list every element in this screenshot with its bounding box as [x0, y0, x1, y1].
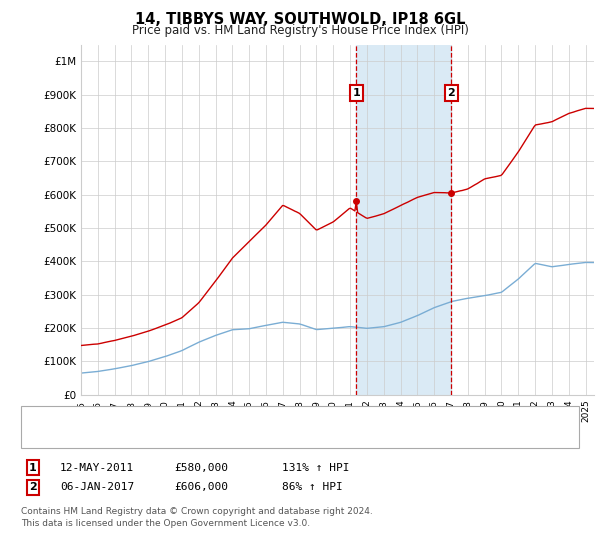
- Text: 131% ↑ HPI: 131% ↑ HPI: [282, 463, 349, 473]
- Text: 14, TIBBYS WAY, SOUTHWOLD, IP18 6GL (detached house): 14, TIBBYS WAY, SOUTHWOLD, IP18 6GL (det…: [75, 413, 394, 423]
- Text: HPI: Average price, detached house, East Suffolk: HPI: Average price, detached house, East…: [75, 431, 342, 441]
- Text: 86% ↑ HPI: 86% ↑ HPI: [282, 482, 343, 492]
- Text: 2: 2: [448, 88, 455, 98]
- Text: 14, TIBBYS WAY, SOUTHWOLD, IP18 6GL: 14, TIBBYS WAY, SOUTHWOLD, IP18 6GL: [135, 12, 465, 27]
- Text: This data is licensed under the Open Government Licence v3.0.: This data is licensed under the Open Gov…: [21, 520, 310, 529]
- Text: 12-MAY-2011: 12-MAY-2011: [60, 463, 134, 473]
- Text: Contains HM Land Registry data © Crown copyright and database right 2024.: Contains HM Land Registry data © Crown c…: [21, 507, 373, 516]
- Text: 2: 2: [29, 482, 37, 492]
- Text: £580,000: £580,000: [174, 463, 228, 473]
- Text: 1: 1: [352, 88, 360, 98]
- Text: 1: 1: [29, 463, 37, 473]
- Text: 06-JAN-2017: 06-JAN-2017: [60, 482, 134, 492]
- Bar: [356, 45, 451, 395]
- Text: Price paid vs. HM Land Registry's House Price Index (HPI): Price paid vs. HM Land Registry's House …: [131, 24, 469, 37]
- Text: £606,000: £606,000: [174, 482, 228, 492]
